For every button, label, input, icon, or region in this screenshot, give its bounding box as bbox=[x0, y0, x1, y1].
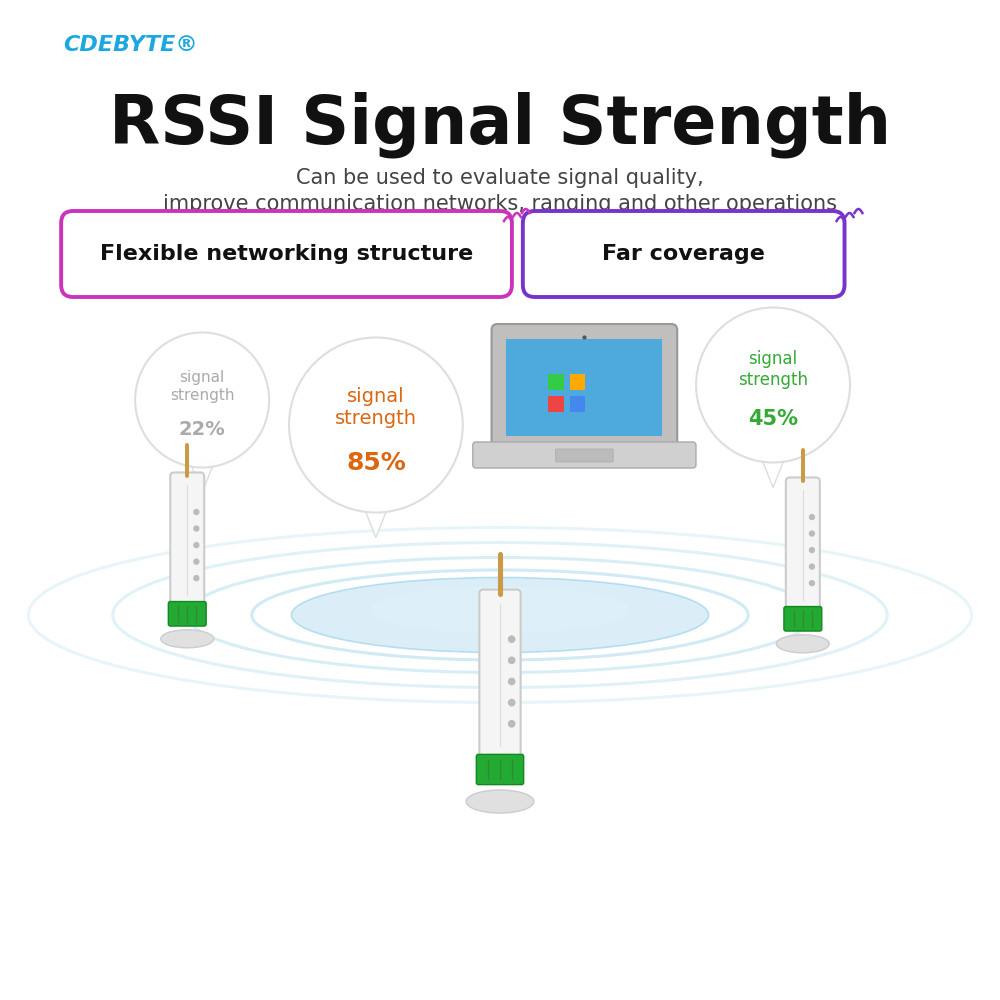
Ellipse shape bbox=[466, 790, 534, 813]
Polygon shape bbox=[761, 458, 785, 488]
Circle shape bbox=[194, 510, 199, 514]
Circle shape bbox=[194, 559, 199, 564]
Ellipse shape bbox=[289, 338, 463, 512]
FancyBboxPatch shape bbox=[473, 442, 696, 468]
FancyBboxPatch shape bbox=[170, 472, 204, 608]
Ellipse shape bbox=[161, 630, 214, 648]
Ellipse shape bbox=[696, 308, 850, 462]
FancyBboxPatch shape bbox=[786, 477, 820, 613]
Text: Far coverage: Far coverage bbox=[602, 244, 765, 264]
Circle shape bbox=[810, 564, 814, 569]
FancyBboxPatch shape bbox=[523, 211, 845, 297]
Circle shape bbox=[509, 721, 515, 727]
FancyBboxPatch shape bbox=[479, 590, 521, 760]
Text: improve communication networks, ranging and other operations: improve communication networks, ranging … bbox=[163, 194, 837, 214]
FancyBboxPatch shape bbox=[492, 324, 677, 451]
FancyBboxPatch shape bbox=[476, 754, 524, 785]
Circle shape bbox=[194, 543, 199, 548]
Ellipse shape bbox=[776, 635, 829, 653]
Circle shape bbox=[509, 657, 515, 664]
Ellipse shape bbox=[371, 587, 629, 633]
Circle shape bbox=[509, 678, 515, 685]
Ellipse shape bbox=[135, 332, 269, 468]
FancyBboxPatch shape bbox=[61, 211, 512, 297]
FancyBboxPatch shape bbox=[784, 607, 822, 631]
Text: signal
strength: signal strength bbox=[170, 370, 234, 403]
Circle shape bbox=[810, 581, 814, 586]
Ellipse shape bbox=[291, 578, 709, 652]
Circle shape bbox=[194, 526, 199, 531]
Text: 22%: 22% bbox=[179, 420, 226, 439]
Text: Flexible networking structure: Flexible networking structure bbox=[100, 244, 473, 264]
Text: RSSI Signal Strength: RSSI Signal Strength bbox=[109, 92, 891, 158]
Circle shape bbox=[810, 548, 814, 553]
FancyBboxPatch shape bbox=[556, 449, 613, 462]
Text: signal
strength: signal strength bbox=[335, 387, 417, 428]
Text: Can be used to evaluate signal quality,: Can be used to evaluate signal quality, bbox=[296, 168, 704, 188]
Circle shape bbox=[509, 636, 515, 642]
Circle shape bbox=[810, 531, 814, 536]
Text: 45%: 45% bbox=[748, 409, 798, 429]
FancyBboxPatch shape bbox=[168, 602, 206, 626]
Text: 85%: 85% bbox=[346, 452, 406, 476]
Text: signal
strength: signal strength bbox=[738, 350, 808, 389]
FancyBboxPatch shape bbox=[570, 374, 585, 390]
FancyBboxPatch shape bbox=[570, 396, 585, 412]
Circle shape bbox=[509, 700, 515, 706]
Polygon shape bbox=[364, 508, 388, 538]
Text: CDEBYTE®: CDEBYTE® bbox=[63, 35, 198, 55]
Circle shape bbox=[810, 515, 814, 519]
FancyBboxPatch shape bbox=[548, 396, 564, 412]
FancyBboxPatch shape bbox=[548, 374, 564, 390]
FancyBboxPatch shape bbox=[506, 339, 662, 436]
Circle shape bbox=[194, 576, 199, 581]
Polygon shape bbox=[190, 462, 214, 493]
